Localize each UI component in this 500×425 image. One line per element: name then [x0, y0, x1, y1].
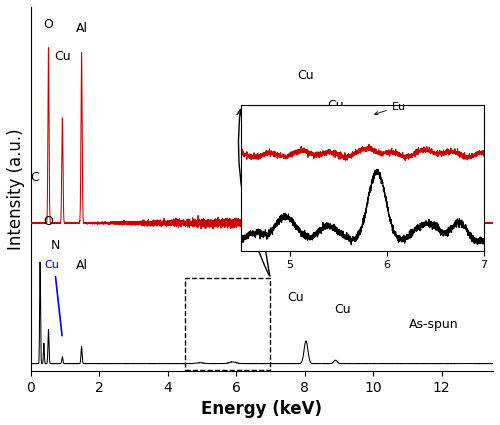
Text: Cu: Cu — [298, 69, 314, 82]
Bar — [184, 278, 270, 370]
Text: Cu: Cu — [54, 50, 70, 63]
Text: C: C — [30, 171, 38, 184]
Text: Cu: Cu — [334, 303, 350, 316]
Text: O: O — [44, 215, 54, 228]
Text: Cu: Cu — [288, 292, 304, 304]
Text: Al: Al — [76, 22, 88, 35]
Text: Cu: Cu — [327, 99, 344, 112]
Text: N: N — [51, 239, 60, 252]
Text: Cu: Cu — [44, 261, 59, 270]
Text: O: O — [44, 18, 54, 31]
Y-axis label: Intensity (a.u.): Intensity (a.u.) — [7, 128, 25, 249]
X-axis label: Energy (keV): Energy (keV) — [202, 400, 322, 418]
Text: Al: Al — [76, 259, 88, 272]
Text: As-spun: As-spun — [409, 318, 459, 332]
Text: Annealed: Annealed — [400, 109, 459, 122]
